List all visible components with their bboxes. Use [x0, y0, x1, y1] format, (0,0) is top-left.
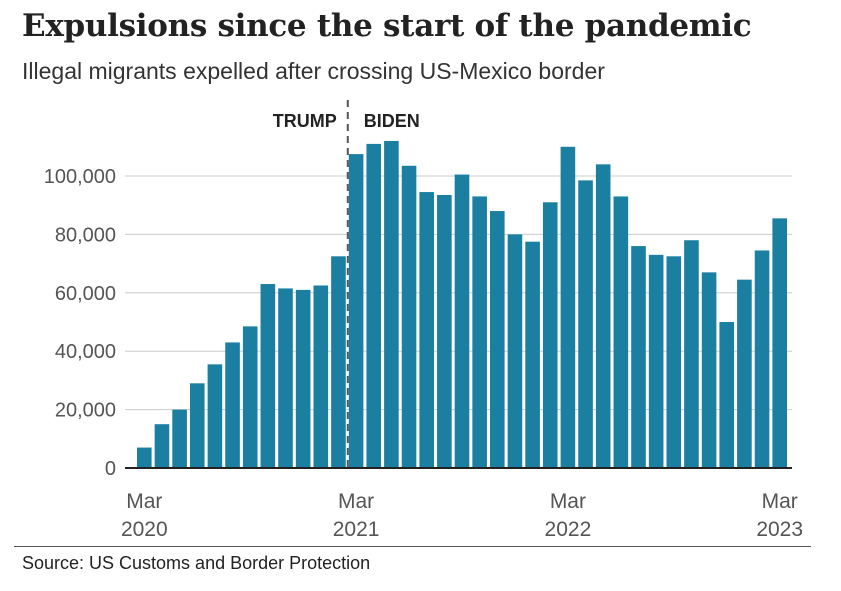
x-tick-label-month: Mar — [762, 490, 798, 513]
bar — [419, 192, 434, 468]
bar — [507, 234, 523, 468]
bar — [348, 154, 364, 468]
x-tick-label-month: Mar — [126, 490, 162, 513]
trump-label: TRUMP — [273, 111, 337, 131]
y-tick-label: 0 — [105, 458, 116, 480]
bar — [454, 174, 470, 469]
bar — [631, 246, 646, 468]
bar — [684, 240, 699, 468]
bar — [295, 289, 311, 468]
bar — [437, 194, 452, 469]
chart-subtitle: Illegal migrants expelled after crossing… — [22, 58, 605, 84]
bar — [278, 288, 293, 468]
bar — [225, 342, 240, 468]
x-tick-label-year: 2022 — [545, 518, 592, 541]
bar — [331, 256, 346, 468]
bar — [189, 383, 205, 468]
bar — [595, 164, 611, 468]
bar — [719, 322, 735, 468]
x-tick-label-year: 2020 — [121, 518, 168, 541]
y-tick-label: 40,000 — [55, 341, 116, 363]
bar — [472, 196, 487, 468]
chart-title: Expulsions since the start of the pandem… — [22, 8, 752, 44]
bar — [560, 146, 576, 469]
bar — [772, 218, 787, 468]
bar — [207, 364, 223, 468]
source-divider — [14, 546, 811, 547]
y-tick-label: 80,000 — [55, 224, 116, 246]
x-tick-label-year: 2021 — [333, 518, 380, 541]
bar — [384, 140, 399, 468]
x-tick-label-month: Mar — [550, 490, 586, 513]
x-tick-label-year: 2023 — [756, 518, 803, 541]
bar — [542, 202, 558, 468]
presidency-annotation: TRUMP BIDEN — [273, 100, 420, 468]
bar — [525, 241, 540, 468]
bar — [701, 272, 717, 468]
bar — [578, 180, 593, 468]
bar — [737, 279, 752, 468]
bar — [242, 326, 258, 468]
source-note: Source: US Customs and Border Protection — [22, 553, 371, 573]
bar — [260, 284, 276, 468]
y-tick-label: 100,000 — [44, 166, 116, 188]
x-axis-tick-labels: Mar 2020 Mar 2021 Mar 2022 Mar 2023 — [121, 490, 803, 541]
bar — [172, 409, 187, 468]
y-tick-label: 20,000 — [55, 400, 116, 422]
bar — [137, 447, 152, 468]
bars — [137, 140, 787, 469]
bar — [490, 211, 505, 469]
bar — [754, 250, 770, 468]
bar — [313, 285, 329, 468]
bar — [401, 165, 417, 468]
y-tick-label: 60,000 — [55, 283, 116, 305]
bar — [366, 143, 382, 468]
bar — [666, 256, 682, 468]
bar — [648, 254, 664, 468]
bar — [154, 424, 170, 468]
y-axis-tick-labels: 0 20,000 40,000 60,000 80,000 100,000 — [44, 166, 116, 480]
bar — [613, 196, 629, 468]
x-tick-label-month: Mar — [338, 490, 374, 513]
biden-label: BIDEN — [364, 111, 420, 131]
